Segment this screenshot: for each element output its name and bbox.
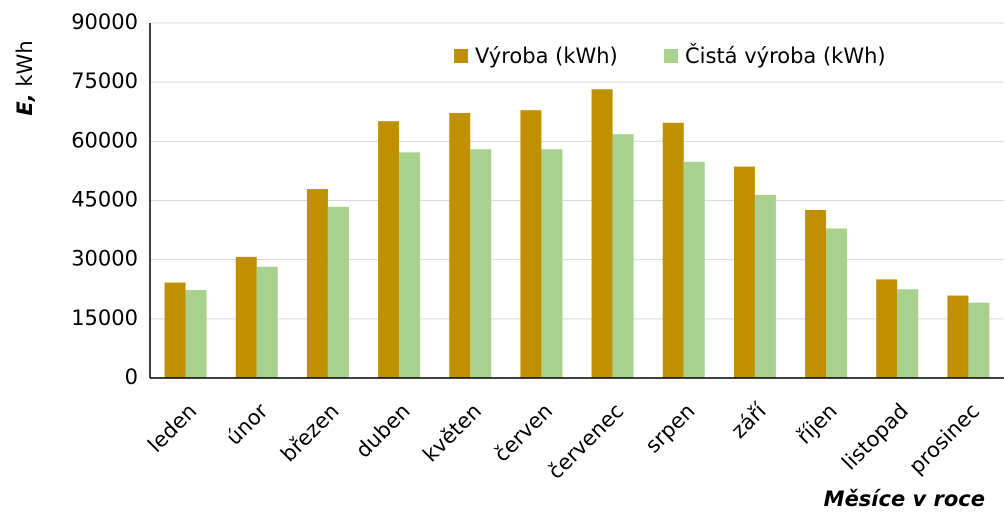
y-tick-label: 45000 <box>71 188 138 212</box>
legend-swatch <box>664 49 678 63</box>
bar <box>185 290 207 378</box>
bar <box>378 121 400 378</box>
x-tick-label: září <box>727 398 772 443</box>
x-axis-label: Měsíce v roce <box>824 487 985 511</box>
bar <box>520 110 542 378</box>
x-tick-label: březen <box>276 399 344 467</box>
x-tick-label: duben <box>351 399 415 463</box>
x-tick-label: květen <box>418 399 486 467</box>
x-tick-label: listopad <box>837 399 913 475</box>
y-tick-label: 30000 <box>71 247 138 271</box>
y-tick-label: 60000 <box>71 128 138 152</box>
bar <box>876 279 898 378</box>
x-tick-label: prosinec <box>904 399 984 479</box>
bar <box>591 89 613 379</box>
bar <box>541 149 563 378</box>
bar <box>449 112 471 378</box>
y-axis-label: E, kWh <box>13 40 37 115</box>
x-tick-label: srpen <box>641 399 700 458</box>
x-tick-label: červenec <box>543 399 628 484</box>
y-tick-label: 0 <box>125 365 138 389</box>
bar <box>399 152 421 378</box>
y-tick-label: 90000 <box>71 10 138 34</box>
bar <box>306 189 328 378</box>
bar <box>805 209 827 378</box>
y-tick-label: 15000 <box>71 306 138 330</box>
bar <box>683 161 705 378</box>
y-label-unit: kWh <box>13 40 37 86</box>
bar <box>754 194 776 378</box>
legend-swatch <box>454 49 468 63</box>
bar <box>612 134 634 378</box>
x-tick-label: leden <box>143 399 201 457</box>
bar <box>470 149 492 378</box>
bar <box>897 289 919 378</box>
x-tick-label: únor <box>222 399 273 450</box>
x-tick-label: říjen <box>792 399 842 449</box>
y-label-symbol: E, <box>13 93 37 115</box>
legend-label: Čistá výroba (kWh) <box>685 43 886 68</box>
bar <box>164 282 186 378</box>
bar <box>968 302 990 378</box>
bar <box>235 256 257 378</box>
bar <box>826 228 848 378</box>
y-tick-label: 75000 <box>71 69 138 93</box>
bar <box>256 266 278 378</box>
bar <box>733 166 755 378</box>
legend-label: Výroba (kWh) <box>475 44 618 68</box>
bar <box>947 295 969 378</box>
bar <box>662 122 684 379</box>
bar <box>327 206 349 378</box>
x-tick-label: červen <box>489 399 557 467</box>
